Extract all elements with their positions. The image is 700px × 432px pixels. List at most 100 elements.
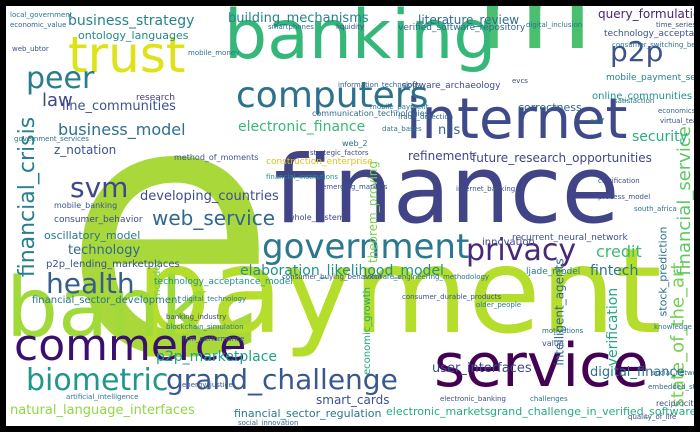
word-nlis: nlis bbox=[438, 123, 461, 138]
word-natural-language-interfaces: natural_language_interfaces bbox=[10, 403, 195, 418]
word-service: service bbox=[434, 331, 649, 401]
word-user-interfaces: user_interfaces bbox=[432, 361, 532, 376]
word-electronic-banking: electronic_banking bbox=[440, 395, 506, 403]
word-process-model: process_model bbox=[598, 193, 651, 201]
word-mobile-banking: mobile_banking bbox=[54, 201, 118, 210]
word-reciprocity: reciprocity bbox=[656, 399, 694, 408]
word-svm: svm bbox=[70, 171, 129, 204]
word-fraud-detection: fraud_detection bbox=[398, 113, 454, 121]
word-p2p: p2p bbox=[610, 35, 664, 68]
word-m: m bbox=[476, 6, 593, 77]
word-mobile-payment-services: mobile_payment_services bbox=[606, 73, 694, 83]
word-p2p-marketplace: p2p_marketplace bbox=[156, 349, 278, 365]
word-p2p-lending: p2p_lending_marketplaces bbox=[46, 259, 180, 270]
word-construction-enterprise: construction_enterprise bbox=[266, 157, 373, 167]
word-refinement: refinement bbox=[408, 149, 474, 163]
word-embedded-strategy: embedded_strategy bbox=[648, 383, 694, 391]
word-developing-countries: developing_countries bbox=[140, 189, 279, 204]
word-credit: credit bbox=[596, 242, 642, 261]
word-online-communities: online_communities bbox=[592, 91, 693, 102]
word-peer: peer bbox=[26, 61, 95, 96]
word-technology-acceptance-model: technology_acceptance_model bbox=[154, 277, 293, 287]
word-health: health bbox=[46, 267, 135, 300]
word-theorem-proving: theorem_proving bbox=[366, 160, 381, 264]
word-energy-justice: energy_justice bbox=[182, 381, 233, 389]
word-south-africa: south_africa bbox=[634, 205, 677, 213]
word-building-mechanisms: building_mechanisms bbox=[228, 11, 369, 26]
word-financial-institutions: financial_institutions bbox=[266, 173, 339, 181]
word-liquidity: liquidity bbox=[336, 23, 364, 31]
word-economic-value: economic_value bbox=[10, 21, 67, 29]
word-commerce: commerce bbox=[14, 320, 247, 371]
word-ict: law bbox=[42, 90, 73, 111]
word-consumer-durable: consumer_durable_products bbox=[402, 293, 501, 301]
word-oscillatory-model: oscillatory_model bbox=[44, 229, 141, 242]
word-grand-challenge: grand_challenge bbox=[166, 363, 398, 396]
word-elaboration-likelihood: elaboration_likelihood_model bbox=[240, 263, 444, 279]
word-digital-inclusion: digital_inclusion bbox=[526, 21, 583, 29]
word-web-2: web_2 bbox=[342, 139, 368, 148]
word-social-innovation: social_innovation bbox=[238, 419, 299, 427]
word-quality-of-life: quality_of_life bbox=[628, 413, 677, 421]
word-consumer-behavior: consumer_behavior bbox=[54, 215, 143, 225]
word-strategic-factors: strategic_factors bbox=[310, 149, 369, 157]
word-time-series: time_series bbox=[656, 21, 694, 29]
word-payment: payment bbox=[136, 222, 662, 360]
word-artificial-intelligence: artificial_intelligence bbox=[66, 393, 139, 401]
word-virtual-teams: virtual_teams bbox=[660, 117, 694, 125]
word-research: research bbox=[136, 93, 175, 103]
word-blockchain-simulation: blockchain_simulation bbox=[166, 323, 244, 331]
word-trust: trust bbox=[68, 26, 186, 84]
word-biometric: biometric bbox=[26, 363, 169, 398]
word-electronic-finance: electronic_finance bbox=[238, 119, 366, 135]
word-e: e bbox=[62, 27, 278, 426]
word-ljade-model: ljade_model bbox=[526, 267, 581, 277]
word-verified-software-repository: verified_software_repository bbox=[398, 23, 526, 33]
word-economics: economics bbox=[658, 107, 694, 115]
word-grand-challenge-verified: grand_challenge_in_verified_software bbox=[490, 405, 694, 418]
word-web-ubtor: web_ubtor bbox=[12, 45, 49, 53]
word-technology-acceptance: technology_acceptance bbox=[604, 29, 694, 39]
word-data-bases: data_bases bbox=[382, 125, 422, 133]
word-older-people: older_people bbox=[476, 301, 522, 309]
word-communication-technologies: communication_technologies bbox=[312, 109, 429, 118]
word-government-services: government_services bbox=[14, 135, 89, 143]
word-literature-review: literature_review bbox=[418, 13, 520, 27]
word-whole-system: whole_system bbox=[288, 213, 345, 222]
word-computers: computers bbox=[236, 75, 429, 116]
word-motivations: motivations bbox=[542, 327, 584, 335]
word-security: security bbox=[632, 129, 688, 145]
word-firm-performance: firm_performance bbox=[182, 335, 245, 343]
word-banking: banking bbox=[224, 6, 497, 75]
word-emerging-markets: emerging_markets bbox=[322, 183, 388, 191]
word-mobile-payment: mobile_payment bbox=[370, 103, 429, 111]
word-internet: internet bbox=[406, 87, 628, 152]
word-satisfaction: satisfaction bbox=[614, 97, 655, 105]
word-information-technology: information_technology bbox=[338, 81, 421, 89]
word-line-communities: line_communities bbox=[62, 99, 176, 114]
word-method-of-moments: method_of_moments bbox=[174, 153, 259, 162]
word-z-notation: z_notation bbox=[54, 143, 117, 157]
word-value: value bbox=[542, 339, 564, 348]
word-business-strategy: business_strategy bbox=[68, 13, 195, 29]
word-financial-sector-regulation: financial_sector_regulation bbox=[234, 407, 382, 420]
word-finance: finance bbox=[274, 136, 620, 245]
word-government: government bbox=[262, 227, 470, 267]
word-ontology-languages: ontology_languages bbox=[78, 29, 189, 42]
word-smart-cards: smart_cards bbox=[316, 393, 390, 407]
word-financial-service: financial_service bbox=[673, 126, 694, 276]
word-electronic-markets: electronic_markets bbox=[386, 405, 491, 418]
word-evcs: evcs bbox=[512, 77, 528, 85]
word-software-engineering: software_engineering_methodology bbox=[364, 273, 490, 281]
word-technology: technology bbox=[68, 243, 141, 258]
word-local-government: local_government bbox=[10, 11, 73, 19]
word-bank: bank bbox=[6, 261, 208, 356]
word-cloud: e m finance payment banking bank trust s… bbox=[6, 6, 694, 426]
word-solf: solf bbox=[590, 117, 605, 126]
word-query-formulation: query_formulation bbox=[598, 7, 694, 21]
word-innovation: innovation bbox=[482, 237, 535, 248]
word-challenges: challenges bbox=[530, 395, 568, 403]
word-social-networks: social_networks bbox=[652, 369, 694, 377]
word-economic-growth: economic_growth bbox=[362, 286, 374, 376]
word-smartphones: smartphones bbox=[268, 23, 314, 31]
